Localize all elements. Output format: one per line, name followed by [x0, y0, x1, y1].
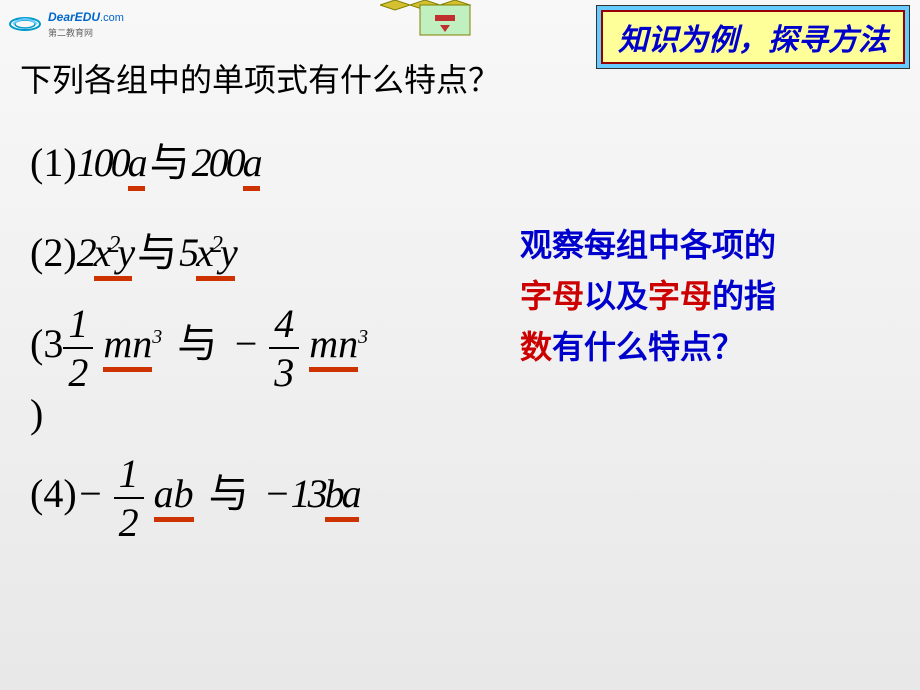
item-1-label: (1) [30, 140, 77, 185]
item-3-var2: mn [309, 321, 358, 366]
item-2-y1: y [117, 230, 132, 275]
item-2-exp2: 2 [211, 232, 220, 258]
item-3-num1: 1 [63, 300, 93, 349]
sidebar-end2: 的指 [712, 278, 776, 314]
sidebar-mid: 以及 [584, 278, 648, 314]
item-2-x2: x [196, 230, 211, 275]
logo-subtitle: 第二教育网 [48, 26, 124, 39]
logo: DearEDU.com 第二教育网 [8, 8, 124, 39]
item-2-exp1: 2 [108, 232, 117, 258]
item-3-den2: 3 [269, 349, 299, 396]
logo-brand: DearEDU [48, 10, 100, 24]
item-1-coef2: 200 [192, 140, 243, 185]
sidebar-red1: 字母 [520, 278, 584, 314]
item-1: (1)100a与200a [30, 130, 260, 191]
item-2-coef1: 2 [77, 230, 94, 275]
item-4: (4) − 1 2 ab 与 −13ba [30, 450, 359, 546]
item-3-exp1: 3 [152, 326, 162, 348]
item-2-coef2: 5 [179, 230, 196, 275]
item-2-connector: 与 [137, 230, 174, 275]
item-3-frac1: 1 2 [63, 300, 93, 396]
sidebar-red3: 数 [520, 329, 552, 365]
sidebar-question: 观察每组中各项的 字母以及字母的指 数有什么特点？ [520, 220, 890, 374]
banner-text: 知识为例，探寻方法 [601, 10, 905, 64]
item-2-y2: y [220, 230, 235, 275]
item-4-minus1: − [77, 471, 104, 516]
item-3-var1: mn [103, 321, 152, 366]
item-4-var2: ba [325, 471, 359, 516]
banner-container: 知识为例，探寻方法 [596, 5, 910, 69]
item-4-coef2: 13 [291, 471, 325, 516]
main-question: 下列各组中的单项式有什么特点？ [20, 55, 500, 101]
decoration-graphic [380, 0, 510, 45]
item-4-den1: 2 [114, 499, 144, 546]
item-1-var2: a [243, 139, 260, 191]
item-3-label-open: (3 [30, 321, 63, 366]
item-1-var1: a [128, 139, 145, 191]
item-3-num2: 4 [269, 300, 299, 349]
item-2-x1: x [94, 230, 109, 275]
item-4-label: (4) [30, 471, 77, 516]
item-4-connector: 与 [209, 471, 249, 516]
item-4-num1: 1 [114, 450, 144, 499]
item-4-frac1: 1 2 [114, 450, 144, 546]
item-3-label-close: ) [30, 390, 43, 437]
item-1-coef1: 100 [77, 140, 128, 185]
item-3-den1: 2 [63, 349, 93, 396]
item-3-exp2: 3 [358, 326, 368, 348]
item-1-connector: 与 [150, 140, 187, 185]
sidebar-red2: 字母 [648, 278, 712, 314]
item-3: (3 1 2 mn3 与 − 4 3 mn3 [30, 300, 368, 396]
sidebar-end3: 有什么特点？ [552, 329, 744, 365]
sidebar-line1: 观察每组中各项的 [520, 227, 776, 263]
item-2: (2)2x2y与5x2y [30, 220, 235, 281]
logo-icon [8, 9, 43, 39]
item-4-minus2: − [264, 471, 291, 516]
item-4-var1: ab [154, 471, 194, 516]
item-3-frac2: 4 3 [269, 300, 299, 396]
item-3-connector: 与 [177, 321, 217, 366]
logo-suffix: .com [100, 12, 124, 24]
item-2-label: (2) [30, 230, 77, 275]
item-3-minus: − [232, 321, 259, 366]
